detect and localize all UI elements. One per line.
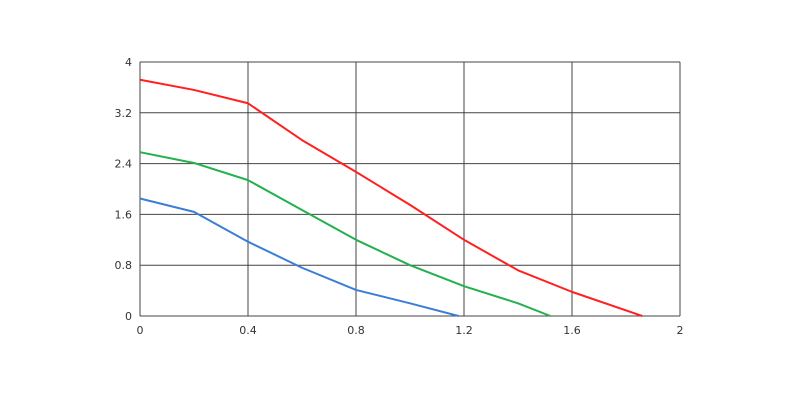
x-tick-label: 1.6 xyxy=(563,324,581,337)
data-line xyxy=(139,151,551,317)
y-tick-label: 0.8 xyxy=(115,259,133,272)
data-line xyxy=(139,197,459,317)
y-tick-label: 0 xyxy=(125,310,132,323)
x-tick-label: 1.2 xyxy=(455,324,473,337)
y-tick-label: 3.2 xyxy=(115,107,133,120)
x-tick-label: 2 xyxy=(677,324,684,337)
y-tick-label: 4 xyxy=(125,56,132,69)
x-tick-label: 0.4 xyxy=(239,324,257,337)
x-tick-label: 0.8 xyxy=(347,324,365,337)
data-line xyxy=(139,78,643,317)
y-tick-label: 1.6 xyxy=(115,208,133,221)
x-tick-label: 0 xyxy=(137,324,144,337)
y-tick-label: 2.4 xyxy=(115,158,133,171)
